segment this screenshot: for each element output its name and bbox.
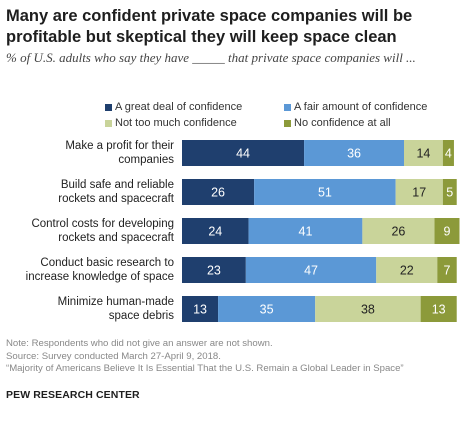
category-label-line: Conduct basic research to [40, 257, 174, 269]
bar-value-label: 22 [400, 264, 414, 278]
bar-value-label: 51 [318, 186, 332, 200]
bar-value-label: 23 [207, 264, 221, 278]
chart-title-line-2: profitable but skeptical they will keep … [6, 28, 397, 46]
bar-value-label: 14 [416, 147, 430, 161]
bar-segment [315, 296, 421, 322]
bar-value-label: 35 [260, 303, 274, 317]
bar-value-label: 17 [412, 186, 426, 200]
category-label-line: Minimize human-made [57, 296, 174, 308]
bar-segment [304, 140, 404, 166]
legend-swatch [105, 119, 112, 127]
bar-value-label: 13 [193, 303, 207, 317]
category-label: Minimize human-made space debris [0, 295, 174, 323]
category-label-line: rockets and spacecraft [58, 232, 174, 244]
source-text: Source: Survey conducted March 27-April … [6, 350, 221, 362]
note-text: Note: Respondents who did not give an an… [6, 338, 273, 349]
bar-value-label: 44 [236, 147, 250, 161]
chart-notes: Note: Respondents who did not give an an… [6, 338, 404, 376]
category-label-line: companies [118, 154, 174, 166]
bar-value-label: 5 [446, 186, 453, 200]
category-label: Control costs for developing rockets and … [0, 217, 174, 245]
bar-segment [182, 257, 246, 283]
bar-value-label: 38 [361, 303, 375, 317]
bar-segment [442, 140, 454, 166]
chart-title: Many are confident private space compani… [6, 6, 466, 48]
bar-value-label: 7 [444, 264, 451, 278]
category-label-line: space debris [108, 310, 174, 322]
bar-value-label: 26 [391, 225, 405, 239]
chart-subtitle: % of U.S. adults who say they have _____… [6, 50, 416, 65]
bar-value-label: 36 [347, 147, 361, 161]
bar-segment [434, 218, 460, 244]
legend-label: No confidence at all [294, 117, 391, 129]
legend-item-not-too-much: Not too much confidence [105, 117, 237, 129]
chart-title-line-1: Many are confident private space compani… [6, 7, 413, 25]
bar-value-label: 26 [211, 186, 225, 200]
category-label-line: Make a profit for their [65, 140, 174, 152]
bar-segment [182, 296, 219, 322]
bar-segment [182, 218, 249, 244]
bar-segment [442, 179, 457, 205]
bar-value-label: 13 [432, 303, 446, 317]
category-label-line: increase knowledge of space [25, 271, 174, 283]
bar-segment [395, 179, 443, 205]
category-label-line: rockets and spacecraft [58, 193, 174, 205]
bar-value-label: 9 [444, 225, 451, 239]
organization-name: PEW RESEARCH CENTER [6, 389, 140, 401]
bar-segment [376, 257, 438, 283]
chart-legend: A great deal of confidence A fair amount… [0, 97, 471, 133]
legend-label: A great deal of confidence [115, 101, 243, 113]
legend-label: A fair amount of confidence [294, 101, 428, 113]
bar-segment [420, 296, 457, 322]
legend-swatch [105, 103, 112, 111]
report-title-text: “Majority of Americans Believe It Is Ess… [6, 363, 404, 374]
category-label: Make a profit for their companies [0, 139, 174, 167]
category-label: Build safe and reliable rockets and space… [0, 178, 174, 206]
bar-value-label: 4 [445, 147, 452, 161]
bar-segment [362, 218, 435, 244]
legend-item-no-confidence: No confidence at all [284, 117, 391, 129]
bar-segment [437, 257, 457, 283]
legend-swatch [284, 119, 291, 127]
legend-label: Not too much confidence [115, 117, 237, 129]
bar-segment [248, 218, 363, 244]
bar-segment [404, 140, 443, 166]
bar-segment [182, 179, 255, 205]
bar-segment [182, 140, 305, 166]
bar-value-label: 47 [304, 264, 318, 278]
category-label-line: Control costs for developing [31, 218, 174, 230]
category-label: Conduct basic research to increase knowle… [0, 256, 174, 284]
legend-swatch [284, 103, 291, 111]
legend-item-great-deal: A great deal of confidence [105, 101, 242, 113]
bar-segment [245, 257, 377, 283]
bar-segment [254, 179, 396, 205]
bar-segment [218, 296, 316, 322]
category-label-line: Build safe and reliable [60, 179, 174, 191]
legend-item-fair-amount: A fair amount of confidence [284, 101, 427, 113]
bar-value-label: 24 [208, 225, 222, 239]
bar-value-label: 41 [299, 225, 313, 239]
